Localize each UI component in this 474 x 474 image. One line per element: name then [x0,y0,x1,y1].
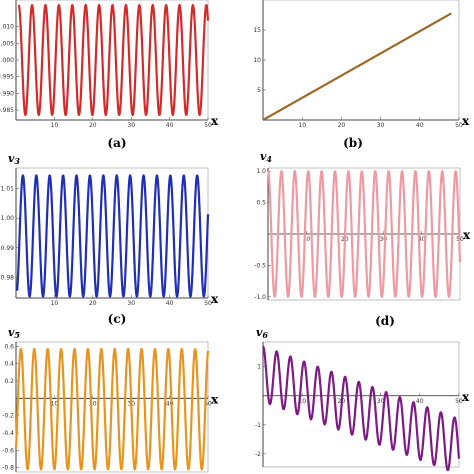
panel-b-xlabel: x [462,114,470,128]
panel-c-xtick-label: 30 [127,300,135,307]
panel-d-label: (d) [375,314,395,328]
panel-e-xtick-label: 50 [204,400,212,407]
panel-e: 10 20 30 40 50-0.8-0.6-0.4-0.20.20.40.6x [2,341,219,473]
panel-c-ytick-label: 0.98 [1,274,15,281]
panel-a-ytick-label: 1.010 [0,24,14,31]
panel-c-ytick-label: 1.00 [1,215,15,222]
panel-a-ytick-label: 0.990 [0,90,14,97]
panel-b-ytick-label: 5 [257,87,261,94]
panel-a-label: (a) [107,136,126,150]
panel-e-ytick-label: -0.4 [2,430,14,437]
panel-a-ytick-label: 1.000 [0,57,14,64]
panel-c: 10 20 30 40 50 0.98 0.99 1.00 1.01 x [1,167,219,307]
panel-f: 10 20 30 40 50-2-11x [255,341,470,472]
panel-d: 10 20 30 40 50-1.0-0.50.51.0x [254,167,471,301]
panel-a-xtick-label: 20 [89,122,97,129]
panel-d-xtick-label: 10 [303,236,311,243]
panel-f-xtick-label: 30 [377,398,385,405]
panel-b-frame [262,0,460,121]
panel-d-ylabel-text: v4 [260,150,272,164]
panel-f-xlabel: x [462,390,470,404]
panel-e-xtick-label: 10 [51,400,59,407]
panel-f-ytick-label: 1 [257,364,261,371]
panel-e-ytick-label: 0.4 [4,361,14,368]
panel-a-xtick-label: 10 [51,122,59,129]
panel-e-ytick-label: -0.6 [2,447,14,454]
panel-f-series-line [262,345,461,472]
panel-b-label: (b) [343,136,363,150]
panel-a-xlabel: x [211,114,219,128]
panel-d-ytick-label: -1.0 [254,294,266,301]
panel-e-xtick-label: 40 [166,400,174,407]
panel-f-xtick-label: 50 [455,398,463,405]
panel-a: 10 20 30 40 50 0.985 0.990 0.995 1.000 1.005 1.010… [0,0,219,129]
panel-d-xlabel: x [463,228,471,242]
panel-a-series-line [17,3,210,117]
panel-b-ytick-label: 15 [253,27,261,34]
panel-d-series-line [266,170,462,298]
panel-d-ytick-label: 1.0 [256,168,266,175]
panel-b-series-line [262,12,452,121]
panel-b-xtick-label: 50 [455,122,463,129]
panel-e-xlabel: x [211,392,219,406]
panel-a-ytick-label: 0.995 [0,74,14,81]
panel-e-ytick-label: -0.2 [2,413,14,420]
panel-c-xtick-label: 50 [204,300,212,307]
panel-d-xtick-label: 40 [418,236,426,243]
panel-f-ylabel-text: v6 [256,326,268,340]
panel-c-ylabel-text: v3 [8,152,20,166]
panel-c-xtick-label: 10 [51,300,59,307]
panel-e-xtick-label: 20 [89,400,97,407]
panel-d-ytick-label: -0.5 [254,262,266,269]
panel-c-label: (c) [108,312,127,326]
panel-a-ytick-label: 0.985 [0,107,14,114]
panel-b: 10 20 30 40 50 5 10 15 x [253,0,470,129]
panel-f-xtick-label: 10 [298,398,306,405]
panel-e-ytick-label: 0.2 [4,378,14,385]
panel-b-ytick-label: 10 [253,57,261,64]
panel-b-xtick-label: 40 [416,122,424,129]
panel-f-ytick-label: -2 [255,451,261,458]
panel-b-xtick-label: 30 [377,122,385,129]
panel-c-ytick-label: 1.01 [1,186,15,193]
panel-c-xtick-label: 20 [89,300,97,307]
panel-e-ytick-label: -0.8 [2,465,14,472]
panel-c-xtick-label: 40 [166,300,174,307]
panel-f-ytick-label: -1 [255,422,261,429]
panel-c-ytick-label: 0.99 [1,245,15,252]
panel-e-series-line [14,347,210,471]
panel-b-xtick-label: 20 [338,122,346,129]
panel-f-xtick-label: 40 [416,398,424,405]
panel-c-series-line [16,174,210,298]
panel-e-ytick-label: 0.6 [4,343,14,350]
panel-a-xtick-label: 30 [127,122,135,129]
panel-a-xtick-label: 50 [204,122,212,129]
panel-a-ytick-label: 1.005 [0,40,14,47]
panel-a-xtick-label: 40 [166,122,174,129]
panel-b-xtick-label: 10 [298,122,306,129]
panel-e-ylabel-text: v5 [8,326,20,340]
panel-d-xtick-label: 30 [379,236,387,243]
panel-c-xlabel: x [211,292,219,306]
panel-d-ytick-label: 0.5 [256,200,266,207]
